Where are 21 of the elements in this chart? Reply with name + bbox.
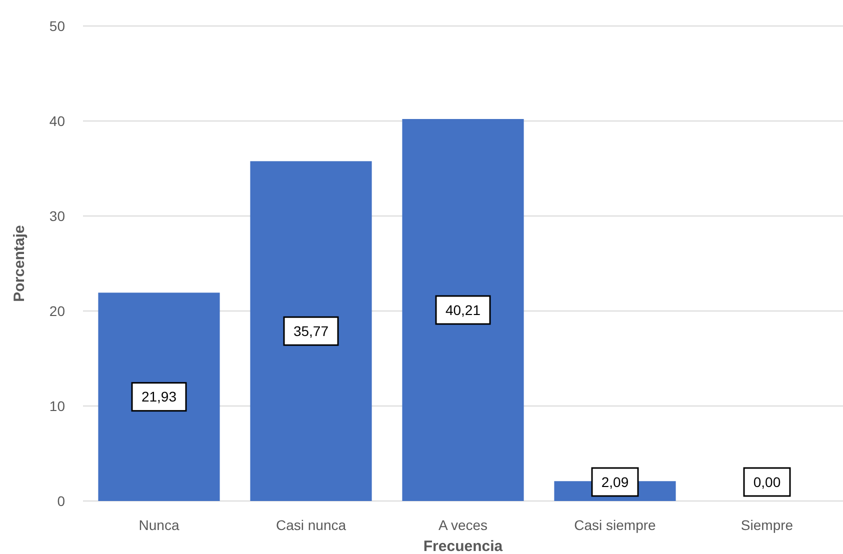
data-label: 0,00 <box>753 474 781 490</box>
y-tick-label: 10 <box>49 398 66 414</box>
x-tick-label: Siempre <box>740 517 794 533</box>
y-tick-label: 50 <box>49 18 66 34</box>
bar <box>98 292 220 501</box>
y-tick-label: 30 <box>49 208 66 224</box>
data-label: 2,09 <box>601 474 629 490</box>
y-axis-title: Porcentaje <box>11 225 28 302</box>
x-tick-label: Casi nunca <box>276 517 346 533</box>
x-axis-title: Frecuencia <box>423 538 504 554</box>
bar <box>402 119 524 501</box>
y-tick-label: 20 <box>49 302 66 319</box>
data-label: 21,93 <box>141 388 177 405</box>
x-tick-label: Casi siempre <box>574 517 656 533</box>
x-tick-label: A veces <box>438 517 488 533</box>
y-tick-label: 0 <box>57 492 66 509</box>
data-label: 40,21 <box>445 302 481 318</box>
x-tick-label: Nunca <box>138 517 180 533</box>
y-tick-label: 40 <box>49 112 66 129</box>
data-label: 35,77 <box>293 322 329 339</box>
bar <box>250 161 372 501</box>
